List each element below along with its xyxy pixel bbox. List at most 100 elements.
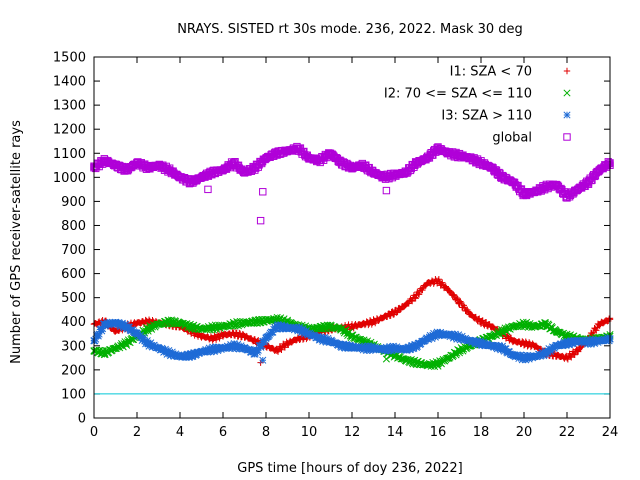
data-point	[434, 330, 442, 338]
data-point	[197, 348, 206, 356]
data-point	[456, 336, 464, 344]
y-tick-label: 200	[61, 363, 86, 378]
data-point	[438, 357, 446, 365]
data-point	[165, 349, 173, 357]
data-point	[369, 344, 378, 352]
data-point	[257, 343, 265, 351]
data-point	[144, 325, 152, 333]
data-point	[566, 341, 574, 349]
data-point	[305, 154, 313, 162]
data-point	[273, 149, 281, 157]
data-point	[531, 188, 539, 196]
data-point	[208, 345, 216, 353]
data-point	[230, 330, 237, 337]
data-point	[316, 324, 324, 332]
data-point	[585, 336, 593, 344]
data-point	[279, 325, 287, 333]
data-point	[446, 288, 454, 295]
data-point	[580, 339, 588, 347]
data-point	[488, 164, 496, 172]
series-star	[90, 318, 614, 364]
data-point	[348, 164, 356, 172]
x-tick-label: 24	[602, 425, 619, 440]
y-axis-title: Number of GPS receiver-satellite rays	[9, 120, 24, 364]
data-point	[439, 279, 446, 286]
data-point	[273, 322, 281, 331]
data-point	[408, 342, 416, 350]
data-point	[584, 338, 593, 346]
data-point	[145, 342, 153, 350]
data-point	[284, 340, 291, 347]
data-point	[348, 323, 356, 330]
y-tick-label: 1500	[53, 51, 86, 66]
data-point	[296, 326, 304, 334]
data-point	[94, 332, 102, 340]
data-point	[251, 349, 259, 357]
data-point	[101, 349, 109, 357]
plot-frame	[93, 56, 611, 419]
data-point	[214, 346, 222, 355]
data-point	[445, 287, 452, 294]
data-point	[252, 337, 259, 345]
data-point	[402, 345, 410, 353]
data-point	[359, 320, 366, 328]
data-point	[562, 341, 570, 349]
data-point	[563, 192, 571, 201]
data-point	[262, 154, 270, 162]
data-point	[434, 360, 442, 368]
x-tick-label: 10	[301, 425, 318, 440]
data-point	[359, 161, 367, 170]
data-point	[133, 330, 141, 338]
data-point	[488, 332, 496, 340]
outlier-point	[259, 356, 267, 364]
data-point	[563, 354, 571, 362]
data-point	[387, 344, 395, 352]
data-point	[525, 339, 533, 346]
data-point	[208, 168, 216, 177]
data-point	[595, 337, 603, 345]
y-tick-label: 0	[78, 412, 86, 427]
data-point	[402, 356, 410, 364]
data-point	[364, 342, 372, 350]
data-point	[434, 144, 442, 153]
data-point	[541, 183, 550, 191]
data-point	[359, 344, 367, 352]
data-point	[488, 323, 495, 330]
data-point	[553, 352, 560, 359]
data-point	[111, 319, 120, 327]
x-tick-label: 0	[90, 425, 98, 440]
data-point	[435, 332, 443, 340]
y-tick-label: 300	[61, 339, 86, 354]
legend-label: I3: SZA > 110	[441, 109, 532, 124]
data-point	[219, 322, 227, 331]
data-point	[316, 156, 324, 165]
data-point	[326, 337, 335, 345]
data-point	[409, 297, 416, 305]
data-point	[509, 322, 517, 331]
data-point	[133, 159, 141, 167]
data-point	[337, 159, 345, 167]
data-point	[235, 345, 243, 353]
data-point	[488, 342, 496, 350]
data-point	[433, 328, 441, 336]
data-point	[316, 335, 324, 343]
x-tick-label: 2	[133, 425, 141, 440]
data-point	[240, 168, 249, 177]
y-tick-label: 900	[61, 195, 86, 210]
legend-label: global	[492, 131, 532, 146]
data-point	[144, 339, 152, 347]
data-point	[456, 299, 463, 306]
x-tick-label: 6	[219, 425, 227, 440]
data-point	[115, 318, 123, 327]
data-point	[498, 327, 507, 335]
data-point	[337, 325, 345, 333]
data-point	[154, 161, 163, 170]
data-point	[466, 337, 474, 345]
data-point	[467, 311, 474, 318]
x-tick-label: 20	[516, 425, 533, 440]
y-tick-label: 1400	[53, 75, 86, 90]
data-point	[187, 351, 195, 359]
data-point	[423, 154, 431, 162]
x-tick-label: 18	[473, 425, 490, 440]
